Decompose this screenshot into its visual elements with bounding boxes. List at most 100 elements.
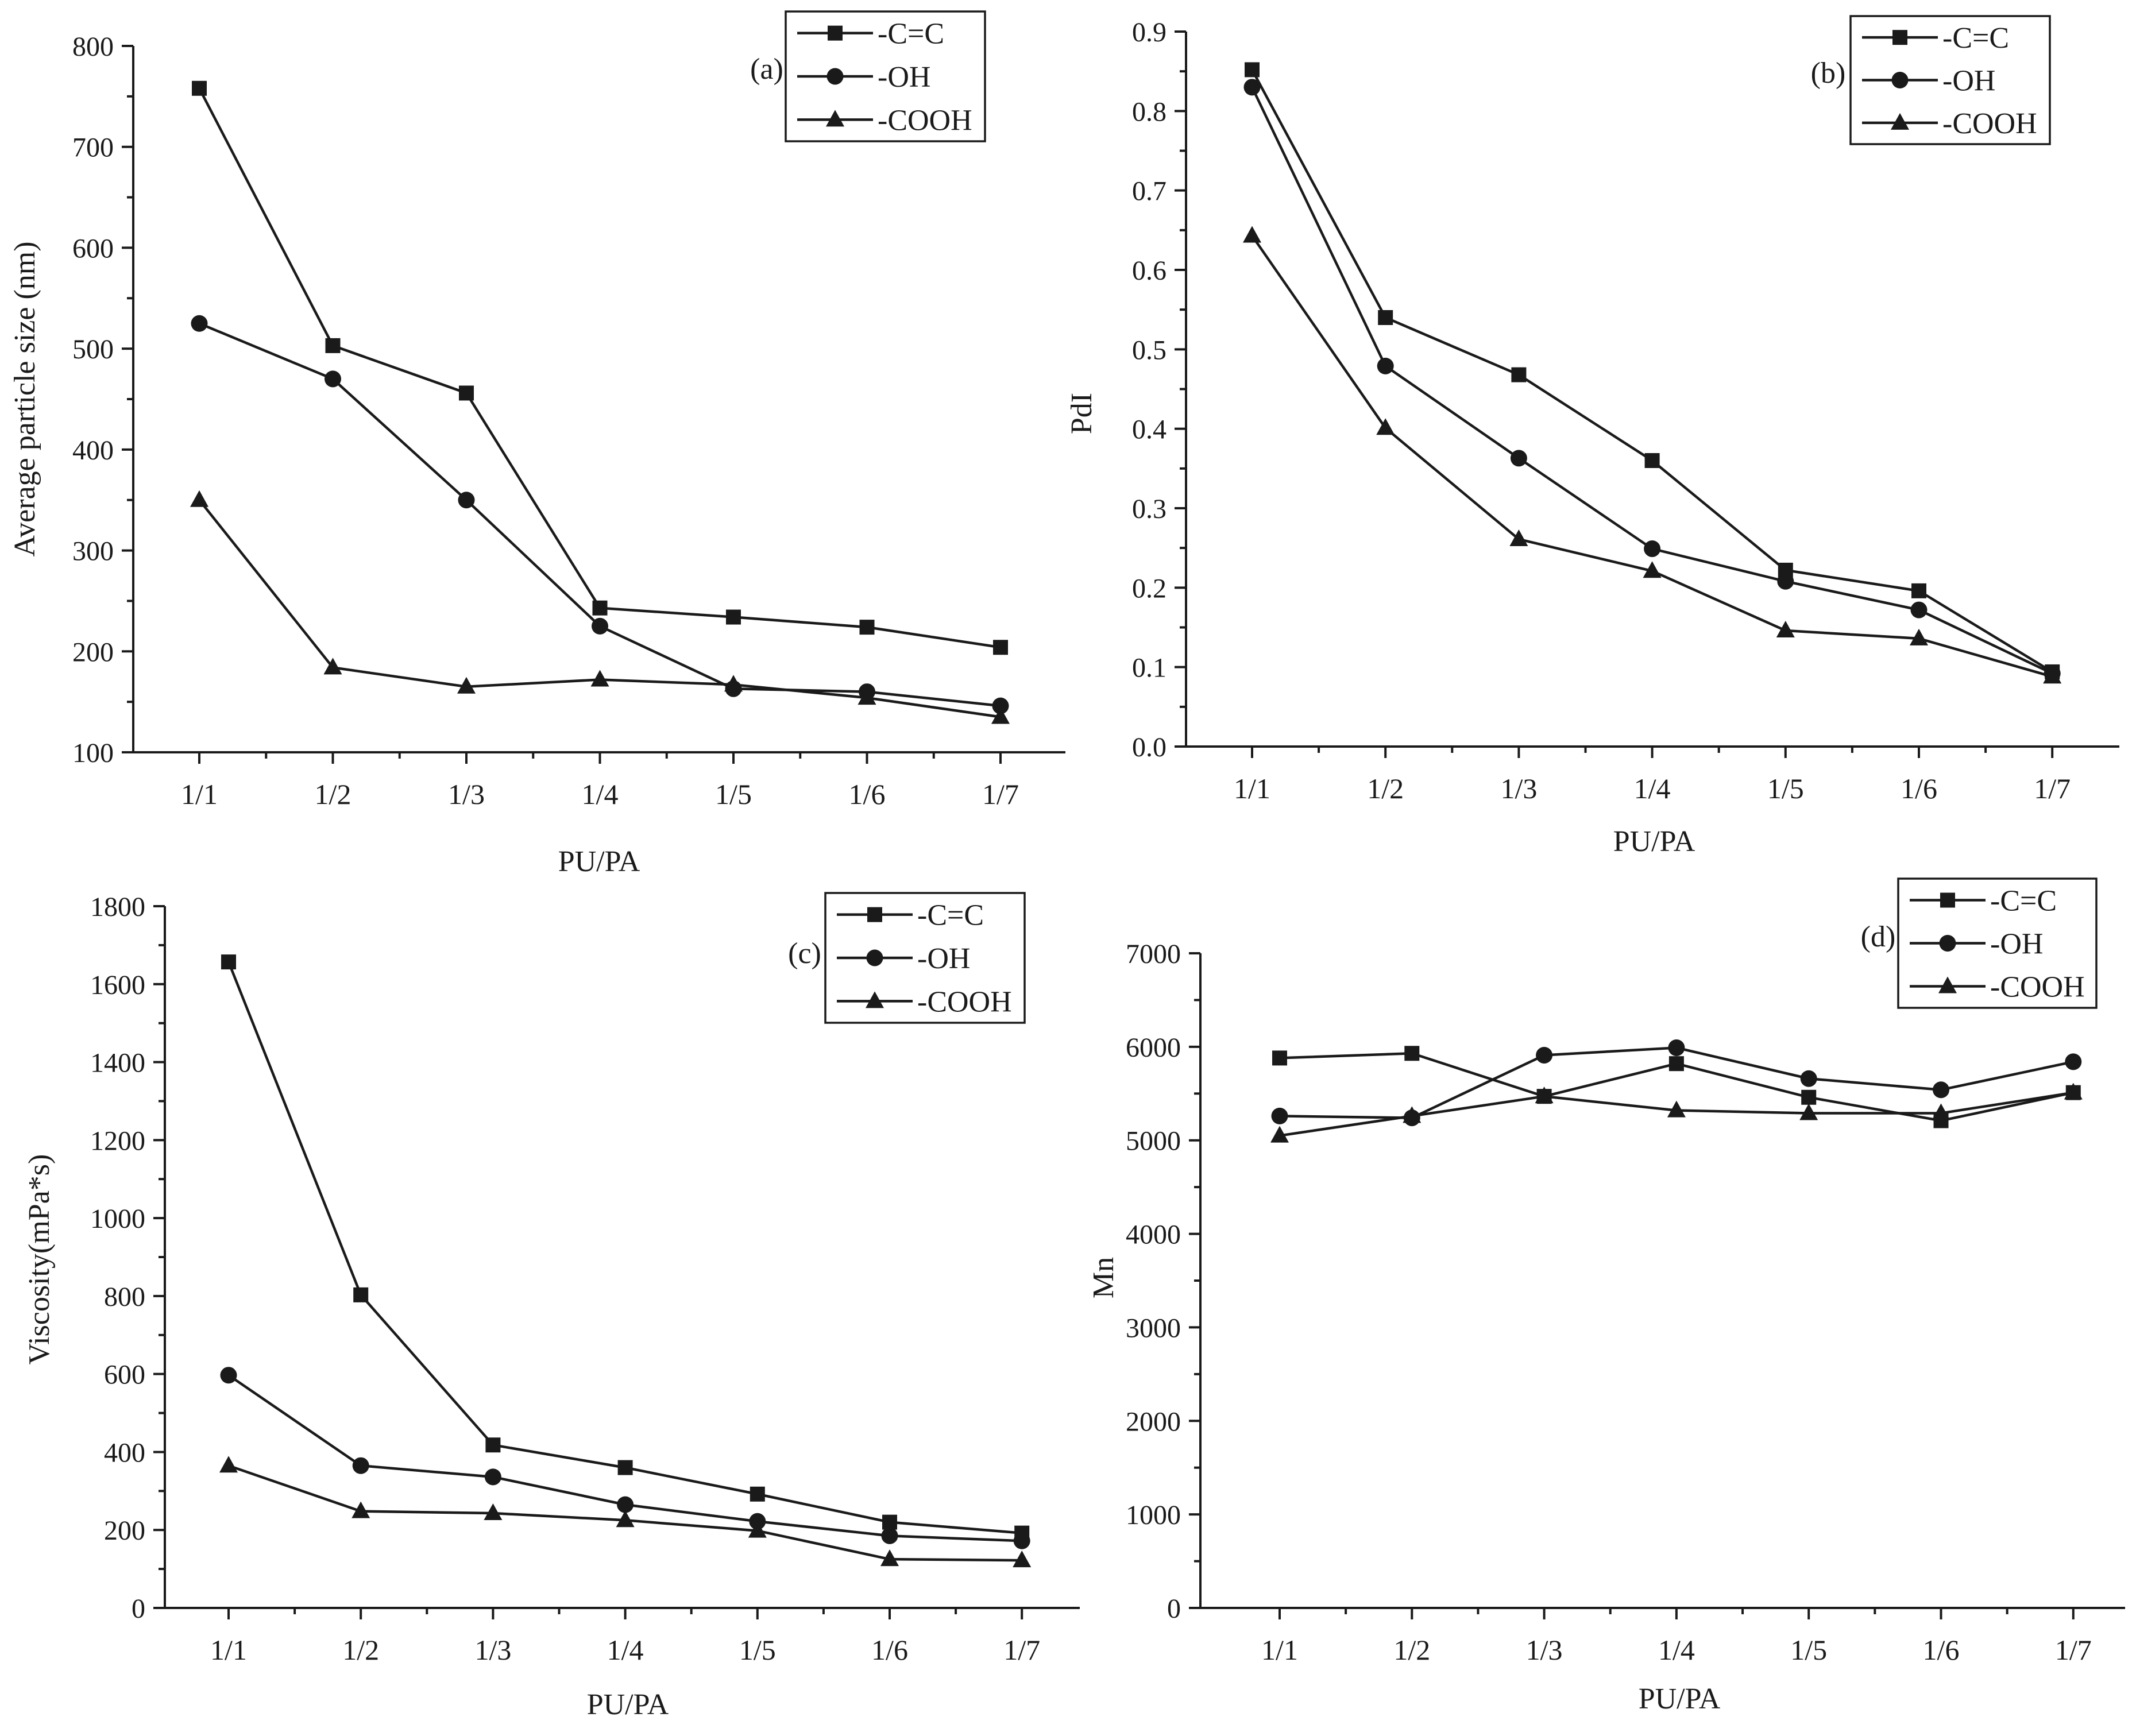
y-tick-label: 100	[72, 738, 114, 768]
data-point	[457, 676, 476, 694]
y-tick-label: 0.2	[1132, 573, 1167, 604]
legend-label: -COOH	[1990, 971, 2085, 1004]
x-axis-title: PU/PA	[1613, 825, 1695, 858]
x-tick-label: 1/6	[1901, 772, 1937, 805]
legend-label: -COOH	[917, 985, 1012, 1018]
legend-label: -C=C	[1942, 22, 2009, 55]
chart-panel-d: 0 1000 2000 3000 4000 5000 6000 7000 1/1 1/2 1/3 1/…	[1087, 877, 2125, 1715]
data-point	[592, 617, 608, 635]
x-axis-title: PU/PA	[587, 1688, 669, 1721]
y-tick-label: 0	[132, 1594, 145, 1624]
series-line	[1251, 69, 2053, 673]
series-line	[1250, 86, 2053, 675]
data-point	[882, 1514, 897, 1530]
x-tick-label: 1/2	[315, 778, 352, 810]
legend-marker	[1938, 976, 1957, 993]
y-tick-label: 0.4	[1132, 415, 1167, 445]
series-triangle	[1270, 1082, 2083, 1143]
data-point	[459, 385, 474, 401]
x-tick-label: 1/7	[2034, 772, 2071, 805]
y-axis-title: Average particle size (nm)	[9, 241, 41, 556]
x-tick-label: 1/3	[1526, 1634, 1563, 1666]
data-point	[1800, 1070, 1817, 1087]
legend: -C=C -OH -COOH	[1897, 877, 2098, 1009]
data-point	[1668, 1039, 1685, 1056]
y-tick-label: 1000	[1126, 1500, 1181, 1530]
x-tick-label: 1/4	[607, 1634, 644, 1666]
series-line	[227, 961, 1022, 1534]
y-tick-label: 2000	[1126, 1406, 1181, 1437]
series-line	[199, 322, 1001, 707]
data-point	[881, 1527, 898, 1544]
data-point	[1776, 621, 1795, 638]
data-point	[2064, 1082, 2083, 1100]
data-point	[325, 370, 341, 388]
data-point	[1535, 1087, 1554, 1104]
y-tick-label: 1000	[90, 1204, 145, 1234]
data-point	[748, 1521, 767, 1538]
y-tick-label: 0.8	[1132, 96, 1167, 127]
y-tick-label: 1600	[90, 970, 145, 1000]
x-tick-label: 1/2	[1367, 772, 1404, 805]
data-point	[484, 1468, 501, 1486]
y-tick-label: 1800	[90, 892, 145, 922]
data-point	[1511, 367, 1527, 382]
legend-marker	[828, 25, 843, 41]
y-tick-label: 0	[1167, 1594, 1181, 1624]
x-tick-label: 1/4	[1658, 1634, 1695, 1666]
chart-panel-a: 100 200 300 400 500 600 700 800 1/1 1/2 1/3 1/4 1/5 1…	[9, 10, 1065, 878]
legend-marker	[1891, 72, 1909, 88]
legend-marker	[826, 68, 844, 85]
data-point	[1271, 1107, 1288, 1124]
series-triangle	[190, 490, 1010, 724]
x-tick-label: 1/6	[871, 1634, 908, 1666]
x-tick-label: 1/5	[739, 1634, 776, 1666]
legend-marker	[866, 991, 884, 1008]
data-point	[616, 1510, 635, 1528]
y-tick-label: 6000	[1126, 1033, 1181, 1063]
data-point	[1243, 79, 1261, 96]
legend-label: -OH	[917, 942, 970, 975]
series-square	[1245, 62, 2060, 679]
data-point	[880, 1549, 899, 1567]
y-tick-label: 1400	[90, 1048, 145, 1078]
data-point	[1801, 1089, 1817, 1105]
y-tick-label: 400	[72, 435, 114, 466]
data-point	[1270, 1126, 1289, 1143]
data-point	[1644, 453, 1660, 468]
legend-marker	[1939, 935, 1956, 952]
y-tick-label: 0.9	[1132, 17, 1167, 48]
y-tick-label: 500	[72, 334, 114, 365]
data-point	[1245, 62, 1260, 78]
y-tick-label: 3000	[1126, 1313, 1181, 1343]
series-line	[198, 87, 1001, 649]
y-tick-label: 800	[72, 32, 114, 62]
y-tick-label: 200	[104, 1515, 145, 1546]
y-axis-title: Mn	[1087, 1257, 1120, 1298]
data-point	[192, 80, 207, 96]
x-tick-label: 1/1	[1261, 1634, 1298, 1666]
legend-label: -C=C	[1990, 885, 2057, 918]
x-tick-label: 1/5	[715, 778, 752, 810]
data-point	[993, 640, 1008, 655]
data-point	[1404, 1046, 1420, 1061]
chart-panel-c: 0 200 400 600 800 1000 1200 1400 1600 1800 1/1 1/2 1…	[23, 892, 1080, 1721]
chart-panel-b: 0.0 0.1 0.2 0.3 0.4 0.5 0.6 0.7 0.8 0.9 1/1 1/2 1/3 1…	[1065, 15, 2119, 858]
data-point	[1910, 601, 1928, 618]
y-tick-label: 400	[104, 1437, 145, 1468]
legend-marker	[1892, 30, 1907, 45]
data-point	[1243, 226, 1261, 243]
x-tick-label: 1/7	[982, 778, 1019, 810]
x-tick-label: 1/4	[582, 778, 619, 810]
x-tick-label: 1/2	[1393, 1634, 1430, 1666]
data-point	[617, 1496, 634, 1513]
data-point	[1932, 1103, 1950, 1120]
legend-label: -OH	[1942, 65, 1995, 98]
data-point	[750, 1486, 765, 1502]
series-circle	[220, 1367, 1030, 1549]
data-point	[1667, 1100, 1686, 1118]
x-tick-label: 1/1	[1234, 772, 1270, 805]
y-tick-label: 600	[72, 233, 114, 264]
